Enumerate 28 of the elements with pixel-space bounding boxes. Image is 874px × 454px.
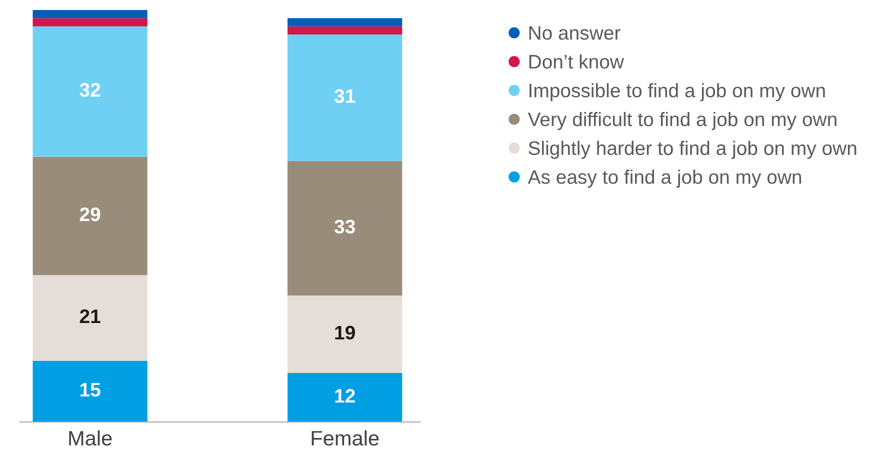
bar [288,26,402,34]
bar [288,160,402,296]
data-label: 15 [80,383,100,397]
bar [32,10,148,18]
data-label: 32 [80,83,100,97]
legend-label: As easy to find a job on my own [528,170,802,188]
data-label: 29 [80,207,100,222]
bar [32,156,148,276]
x-tick-label: Female [312,430,379,446]
data-label: 33 [334,220,355,234]
legend-label: Very difficult to find a job on my own [528,112,836,130]
bar [32,275,148,361]
bar [32,18,148,26]
bar [32,26,148,157]
bar [288,18,402,26]
data-label: 19 [335,326,355,340]
x-tick-label: Male [69,430,112,446]
legend-label: No answer [529,26,620,40]
bar [288,34,402,161]
legend-label: Don’t know [529,54,624,69]
bar [32,360,148,422]
legend-label: Slightly harder to find a job on my own [528,140,856,159]
bar [288,373,402,422]
data-label: 12 [335,388,355,403]
data-label: 31 [334,89,356,103]
legend-label: Impossible to find a job on my own [530,83,825,102]
bar [288,296,402,374]
data-label: 21 [80,309,100,324]
